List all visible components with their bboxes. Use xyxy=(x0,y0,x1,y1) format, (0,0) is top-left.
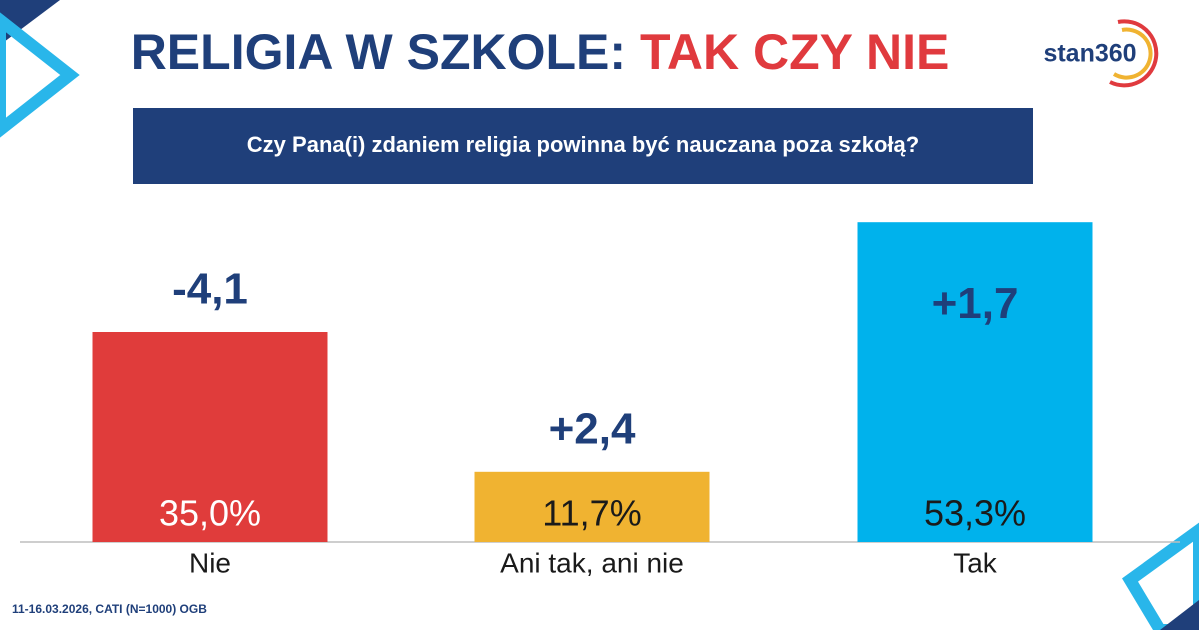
logo: stan360 xyxy=(1043,19,1159,88)
corner-decor xyxy=(0,12,80,138)
value-label: 53,3% xyxy=(924,493,1026,534)
title-main: RELIGIA W SZKOLE: xyxy=(131,24,626,80)
logo-text: stan360 xyxy=(1043,40,1136,68)
title-highlight: TAK CZY NIE xyxy=(640,24,949,80)
corner-decor xyxy=(1160,600,1199,630)
logo-arc xyxy=(1109,19,1159,88)
subtitle: Czy Pana(i) zdaniem religia powinna być … xyxy=(247,132,919,157)
logo-arc xyxy=(1112,27,1153,80)
change-label: +2,4 xyxy=(549,404,636,453)
bar xyxy=(92,332,328,542)
source-note: 11-16.03.2026, CATI (N=1000) OGB xyxy=(12,602,207,616)
value-label: 35,0% xyxy=(159,493,261,534)
x-tick-label: Tak xyxy=(953,547,998,578)
x-tick-label: Nie xyxy=(189,547,231,578)
change-label: +1,7 xyxy=(932,279,1019,328)
corner-decor xyxy=(1122,522,1199,630)
change-label: -4,1 xyxy=(172,265,248,314)
value-label: 11,7% xyxy=(542,493,641,534)
x-tick-label: Ani tak, ani nie xyxy=(500,547,684,578)
bar xyxy=(474,471,710,542)
chart-title: RELIGIA W SZKOLE: TAK CZY NIE xyxy=(131,24,950,80)
subtitle-banner xyxy=(133,108,1033,184)
bar xyxy=(857,222,1093,542)
